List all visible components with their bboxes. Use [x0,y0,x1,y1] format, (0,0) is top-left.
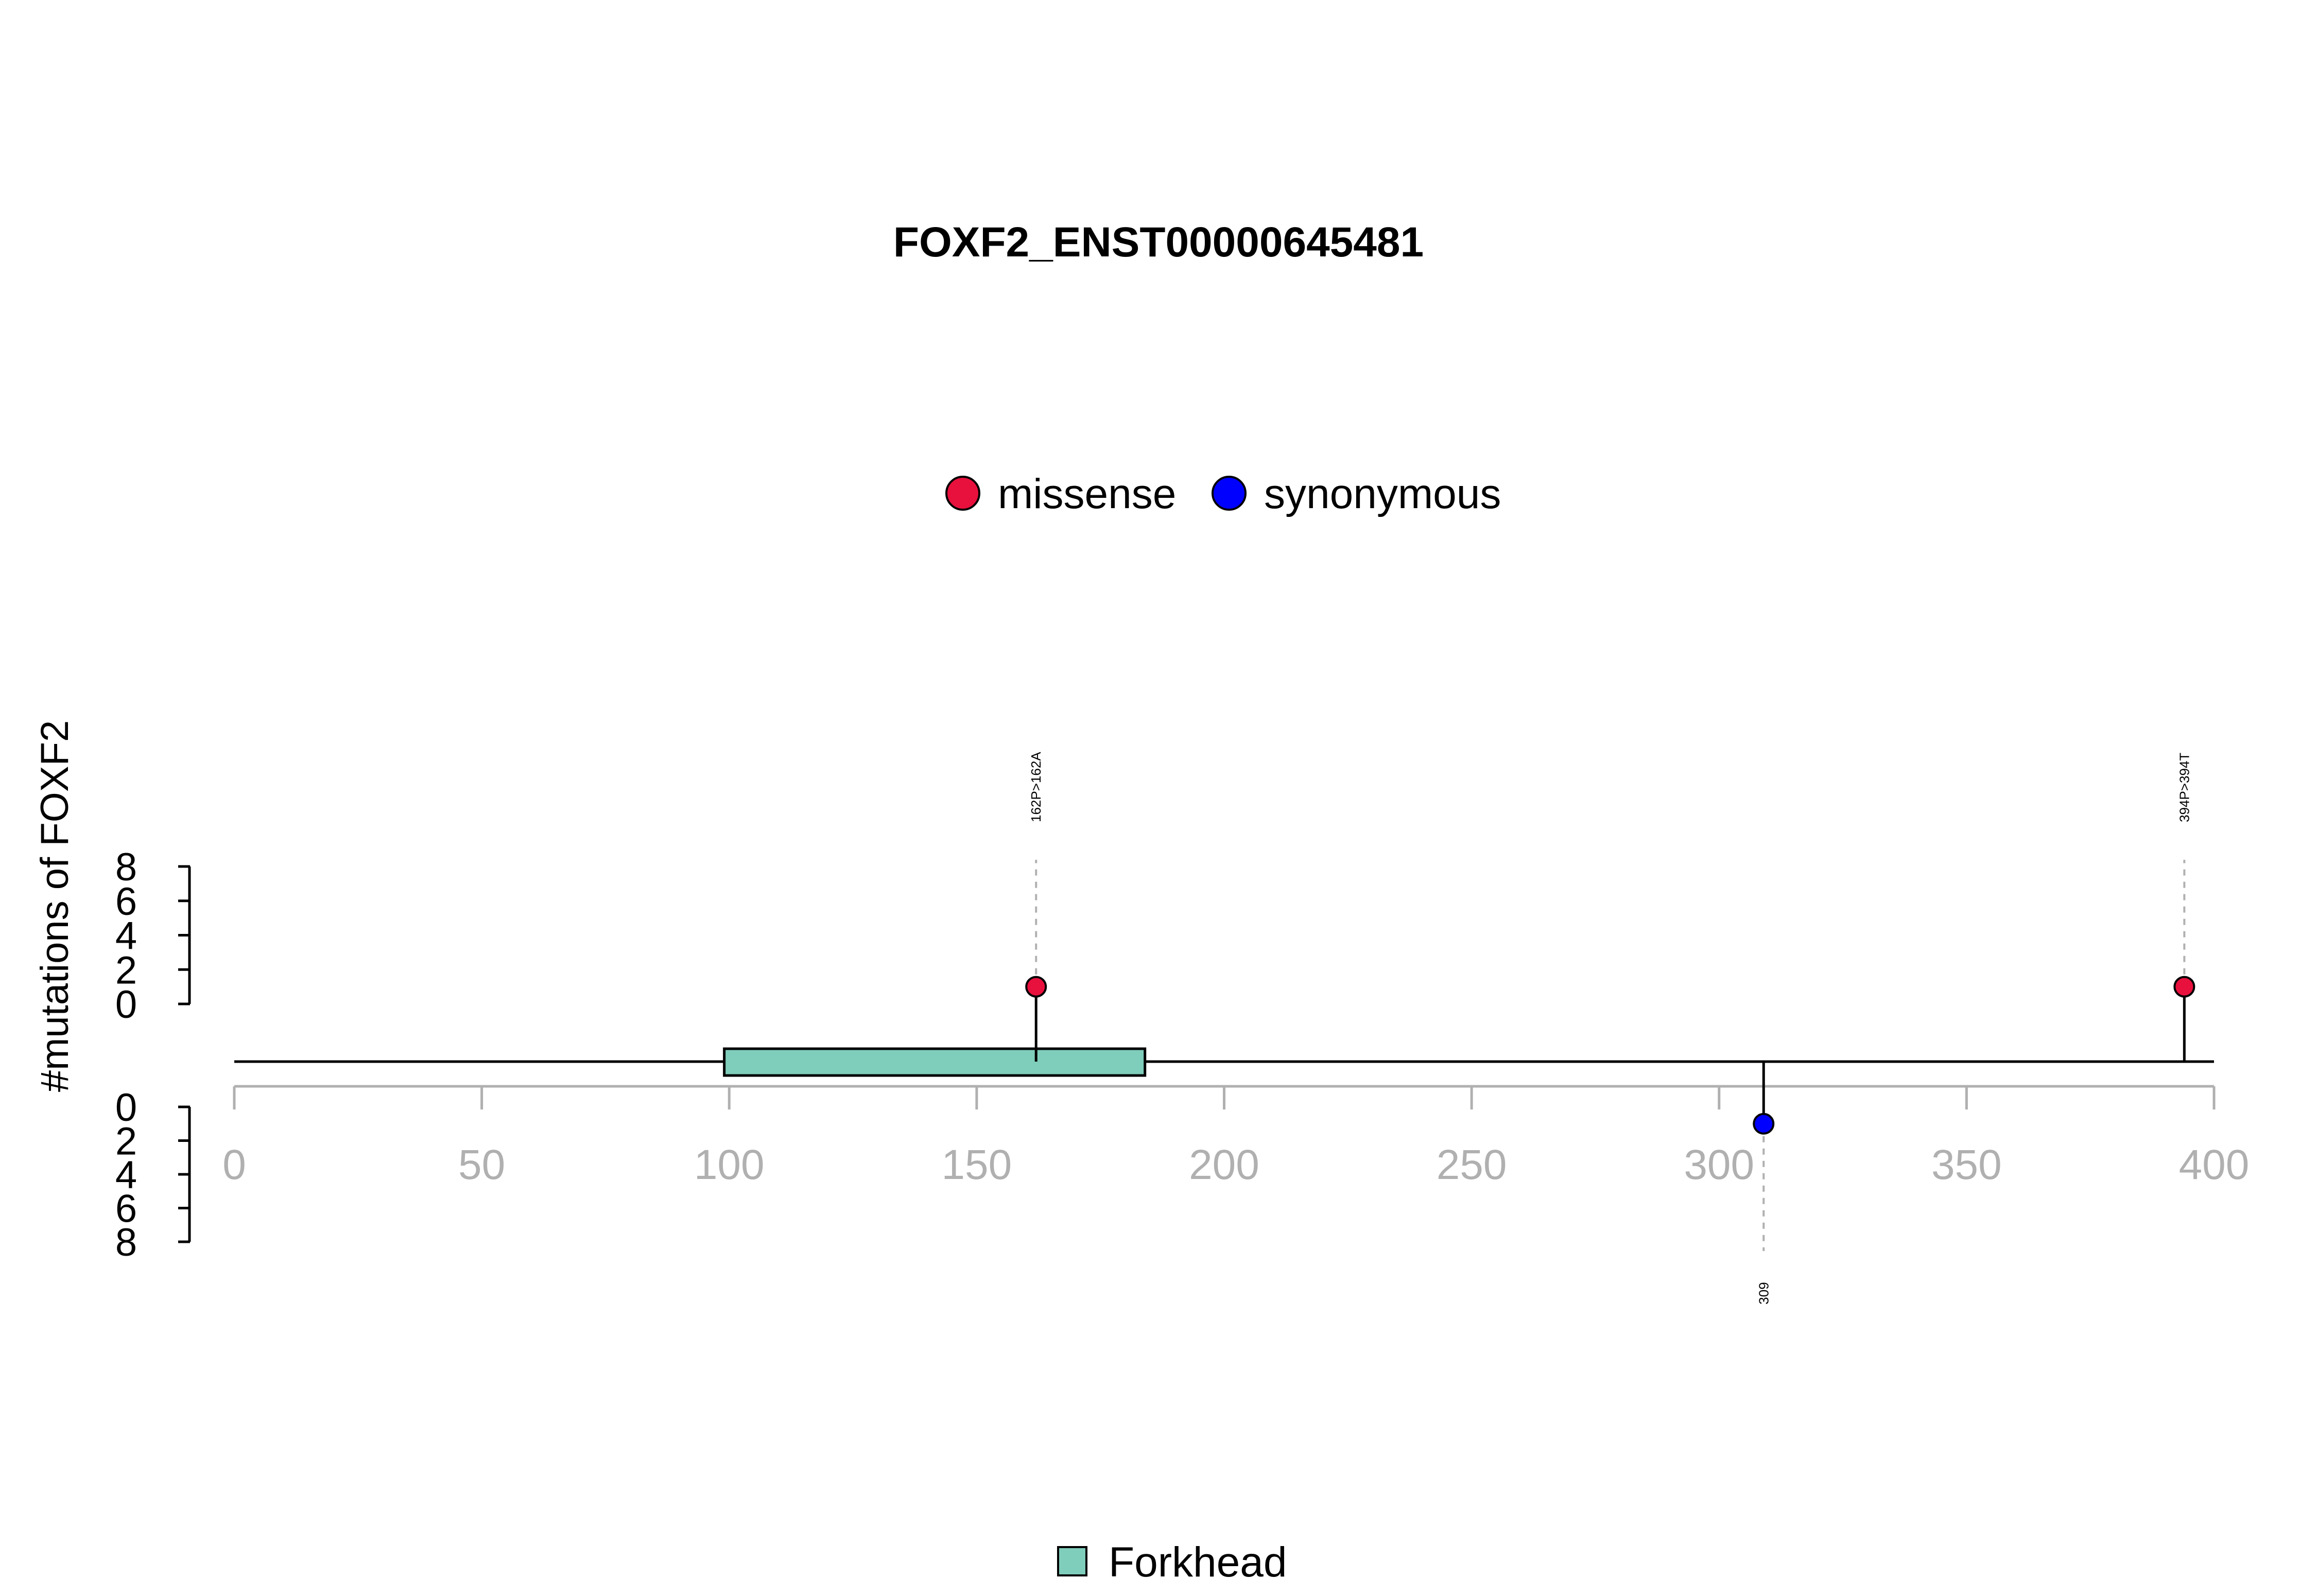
domain-legend: Forkhead [1057,1539,1287,1586]
x-tick-label: 300 [1684,1141,1754,1188]
legend-domain-forkhead-swatch [1057,1546,1087,1576]
mutations: 162P>162A 394P>394T 309 [1025,752,2195,1305]
chart-title: FOXF2_ENST00000645481 [893,219,1424,266]
y-tick-label-bottom: 0 [115,1086,137,1130]
x-tick-label: 100 [694,1141,765,1188]
mutation-legend: missense synonymous [945,471,1501,517]
x-tick-label: 250 [1437,1141,1507,1188]
domain-forkhead [723,1047,1147,1077]
legend-synonymous-label: synonymous [1264,471,1501,517]
y-tick-label-top: 0 [115,983,137,1027]
y-tick-label-top: 8 [115,845,137,889]
mutation-point-missense [1025,976,1047,998]
mutation-point-missense [2173,976,2195,998]
legend-missense-label: missense [998,471,1176,517]
y-tick-label-bottom: 4 [115,1153,137,1197]
domains [723,1047,1147,1077]
y-tick-label-bottom: 8 [115,1221,137,1264]
y-axis-label: #mutations of FOXF2 [33,720,77,1092]
y-tick-label-top: 2 [115,948,137,992]
mutation-label: 394P>394T [2176,753,2192,822]
x-tick-label: 200 [1189,1141,1259,1188]
y-tick-label-bottom: 6 [115,1187,137,1231]
mutation-label: 162P>162A [1028,752,1044,822]
mutation-point-synonymous [1753,1113,1775,1135]
legend-domain-forkhead-label: Forkhead [1109,1539,1287,1586]
x-tick-label: 350 [1931,1141,2002,1188]
x-axis: 0 50 100 150 200 250 300 350 400 [222,1085,2250,1188]
x-tick-label: 50 [458,1141,505,1188]
x-tick-label: 400 [2179,1141,2250,1188]
x-tick-label: 150 [941,1141,1012,1188]
x-tick-label: 0 [222,1141,246,1188]
y-tick-label-top: 6 [115,880,137,924]
legend-missense-marker [945,476,980,511]
legend-synonymous-marker [1212,476,1247,511]
y-tick-label-bottom: 2 [115,1120,137,1164]
mutation-label: 309 [1756,1282,1771,1304]
y-tick-label-top: 4 [115,914,137,958]
